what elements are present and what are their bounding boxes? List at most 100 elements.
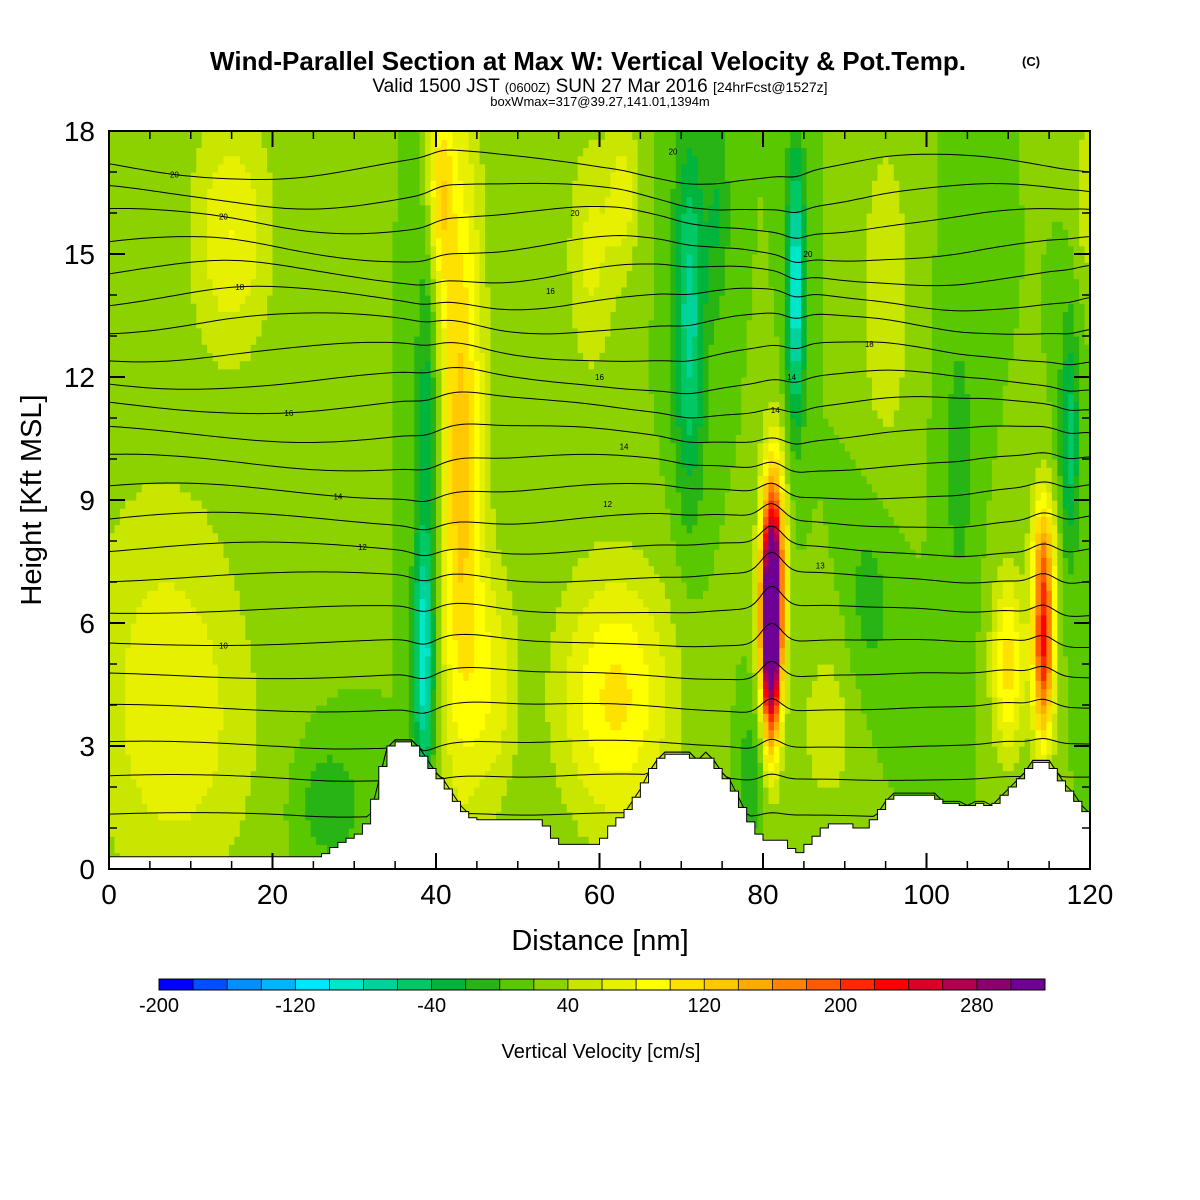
w-cell xyxy=(234,688,241,698)
w-cell xyxy=(986,664,993,673)
w-cell xyxy=(637,655,644,665)
w-cell xyxy=(354,729,361,739)
w-cell xyxy=(626,754,633,763)
w-cell xyxy=(397,713,404,722)
w-cell xyxy=(463,713,470,722)
w-cell xyxy=(512,713,519,722)
w-cell xyxy=(1035,705,1042,714)
w-cell xyxy=(784,787,791,796)
w-cell xyxy=(419,713,426,722)
w-cell xyxy=(109,828,116,837)
w-cell xyxy=(245,680,252,690)
w-cell xyxy=(921,754,928,763)
w-cell xyxy=(376,664,383,673)
w-cell xyxy=(915,688,922,698)
w-cell xyxy=(168,721,175,731)
w-cell xyxy=(550,680,557,690)
w-cell xyxy=(392,672,399,681)
w-cell xyxy=(604,737,611,747)
w-cell xyxy=(158,844,165,854)
w-cell xyxy=(610,672,617,681)
w-cell xyxy=(872,811,879,821)
w-cell xyxy=(997,672,1004,681)
w-cell xyxy=(228,713,235,722)
w-cell xyxy=(686,737,693,747)
w-cell xyxy=(719,713,726,722)
w-cell xyxy=(1035,672,1042,681)
w-cell xyxy=(267,787,274,796)
w-cell xyxy=(1068,762,1075,772)
w-cell xyxy=(463,795,470,804)
w-cell xyxy=(332,705,339,714)
w-cell xyxy=(130,836,137,845)
w-cell xyxy=(196,811,203,821)
w-cell xyxy=(250,844,257,854)
w-cell xyxy=(588,705,595,714)
w-cell xyxy=(299,713,306,722)
w-cell xyxy=(632,737,639,747)
w-cell xyxy=(1040,729,1047,739)
w-cell xyxy=(136,787,143,796)
w-cell xyxy=(599,803,606,813)
w-cell xyxy=(174,639,181,649)
w-cell xyxy=(692,721,699,731)
w-cell xyxy=(201,639,208,649)
w-cell xyxy=(730,762,737,772)
w-cell xyxy=(119,836,126,845)
w-cell xyxy=(239,737,246,747)
w-cell xyxy=(588,803,595,813)
w-cell xyxy=(566,721,573,731)
w-cell xyxy=(643,729,650,739)
w-cell xyxy=(370,647,377,657)
w-cell xyxy=(332,762,339,772)
w-cell xyxy=(261,672,268,681)
w-cell xyxy=(763,811,770,821)
w-cell xyxy=(959,737,966,747)
w-cell xyxy=(376,729,383,739)
w-cell xyxy=(288,655,295,665)
w-cell xyxy=(141,664,148,673)
w-cell xyxy=(370,705,377,714)
w-cell xyxy=(228,836,235,845)
w-cell xyxy=(855,778,862,788)
w-cell xyxy=(817,647,824,657)
w-cell xyxy=(327,819,334,829)
w-cell xyxy=(158,647,165,657)
w-cell xyxy=(158,696,165,706)
w-cell xyxy=(610,737,617,747)
w-cell xyxy=(152,787,159,796)
w-cell xyxy=(1079,787,1086,796)
w-cell xyxy=(501,754,508,763)
w-cell xyxy=(125,803,132,813)
w-cell xyxy=(485,713,492,722)
w-cell xyxy=(201,655,208,665)
w-cell xyxy=(1030,647,1037,657)
w-cell xyxy=(975,795,982,804)
w-cell xyxy=(523,778,530,788)
w-cell xyxy=(136,705,143,714)
w-cell xyxy=(1013,664,1020,673)
w-cell xyxy=(1079,721,1086,731)
w-cell xyxy=(915,770,922,780)
w-cell xyxy=(615,705,622,714)
w-cell xyxy=(228,844,235,854)
w-cell xyxy=(1084,647,1090,657)
w-cell xyxy=(893,787,900,796)
w-cell xyxy=(179,721,186,731)
w-cell xyxy=(697,639,704,649)
w-cell xyxy=(218,795,225,804)
w-cell xyxy=(986,705,993,714)
w-cell xyxy=(283,787,290,796)
w-cell xyxy=(768,639,775,649)
w-cell xyxy=(812,672,819,681)
w-cell xyxy=(425,647,432,657)
w-cell xyxy=(981,713,988,722)
w-cell xyxy=(174,828,181,837)
w-cell xyxy=(408,729,415,739)
w-cell xyxy=(452,770,459,780)
w-cell xyxy=(942,713,949,722)
w-cell xyxy=(294,696,301,706)
w-cell xyxy=(310,762,317,772)
w-cell xyxy=(201,746,208,755)
w-cell xyxy=(114,680,121,690)
